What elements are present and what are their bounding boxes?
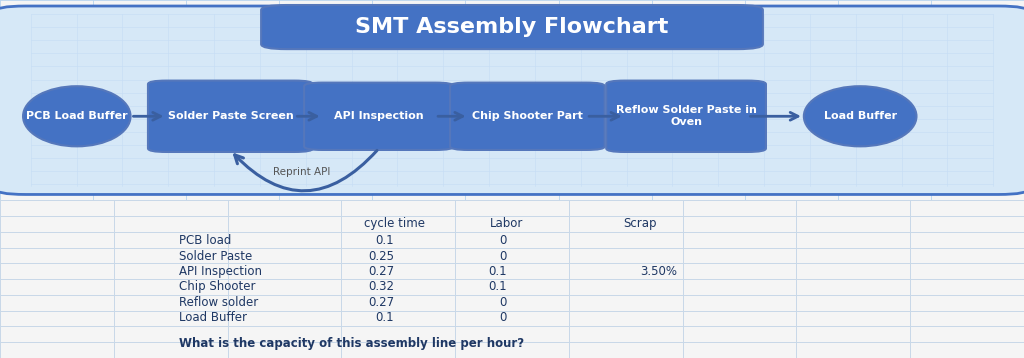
Text: SMT Assembly Flowchart: SMT Assembly Flowchart <box>355 17 669 37</box>
Text: Reprint API: Reprint API <box>273 168 331 178</box>
Text: Solder Paste Screen: Solder Paste Screen <box>168 111 293 121</box>
Text: 0: 0 <box>500 234 507 247</box>
Text: cycle time: cycle time <box>364 217 425 230</box>
Text: Scrap: Scrap <box>624 217 656 230</box>
Text: 0.1: 0.1 <box>376 234 394 247</box>
Text: 0: 0 <box>500 250 507 263</box>
FancyBboxPatch shape <box>0 6 1024 194</box>
Text: 3.50%: 3.50% <box>640 265 677 278</box>
Text: 0.1: 0.1 <box>376 311 394 324</box>
Text: 0: 0 <box>500 311 507 324</box>
Text: Solder Paste: Solder Paste <box>179 250 253 263</box>
Text: Load Buffer: Load Buffer <box>823 111 897 121</box>
Text: PCB Load Buffer: PCB Load Buffer <box>26 111 128 121</box>
FancyBboxPatch shape <box>261 5 763 49</box>
Text: 0.32: 0.32 <box>369 280 394 293</box>
Text: Labor: Labor <box>490 217 523 230</box>
Text: API Inspection: API Inspection <box>334 111 424 121</box>
Text: 0.1: 0.1 <box>488 280 507 293</box>
Text: Reflow Solder Paste in
Oven: Reflow Solder Paste in Oven <box>615 106 757 127</box>
Text: What is the capacity of this assembly line per hour?: What is the capacity of this assembly li… <box>179 337 524 350</box>
FancyBboxPatch shape <box>148 81 313 152</box>
Text: 0: 0 <box>500 296 507 309</box>
Text: PCB load: PCB load <box>179 234 231 247</box>
Text: 0.1: 0.1 <box>488 265 507 278</box>
Ellipse shape <box>804 86 916 146</box>
FancyBboxPatch shape <box>606 81 766 152</box>
Text: Chip Shooter Part: Chip Shooter Part <box>472 111 583 121</box>
FancyBboxPatch shape <box>304 83 454 150</box>
Text: Reflow solder: Reflow solder <box>179 296 258 309</box>
Text: Chip Shooter: Chip Shooter <box>179 280 256 293</box>
Text: 0.27: 0.27 <box>368 296 394 309</box>
Text: Load Buffer: Load Buffer <box>179 311 247 324</box>
Text: API Inspection: API Inspection <box>179 265 262 278</box>
Ellipse shape <box>23 86 131 146</box>
Text: 0.25: 0.25 <box>369 250 394 263</box>
Text: 0.27: 0.27 <box>368 265 394 278</box>
FancyBboxPatch shape <box>451 83 604 150</box>
